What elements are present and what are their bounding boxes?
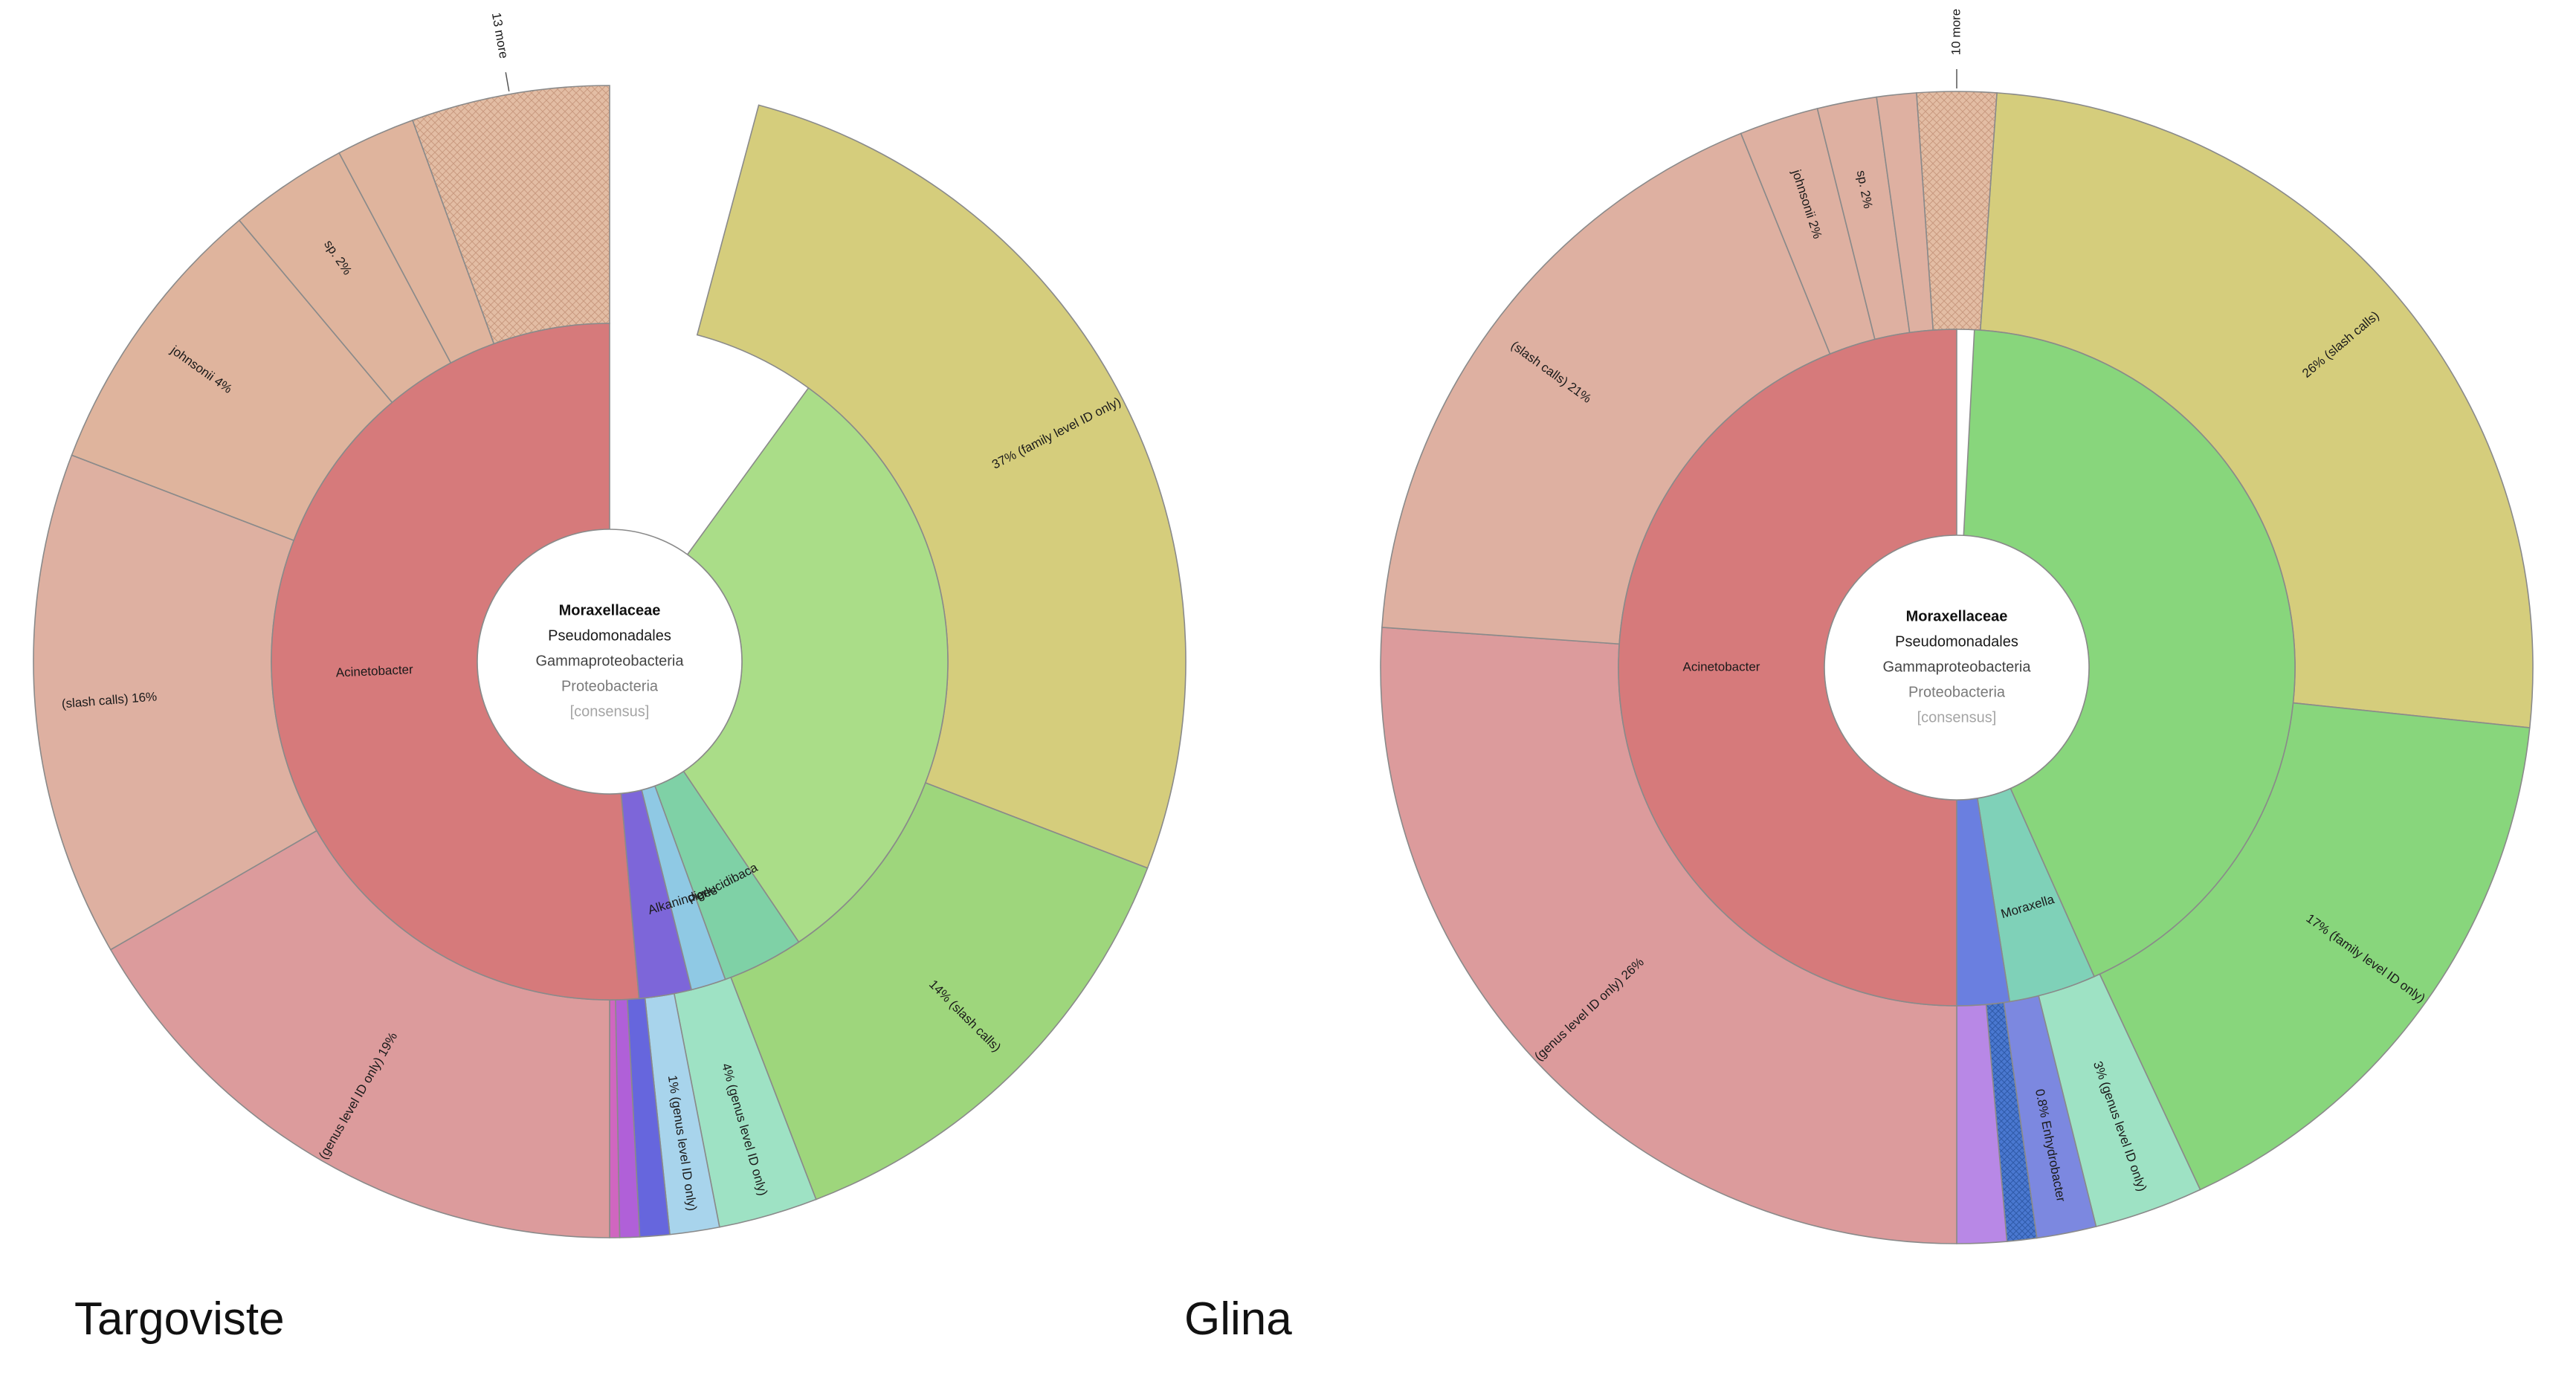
site-title: Glina <box>1184 1293 1292 1345</box>
center-circle[interactable] <box>477 529 743 795</box>
center-rank-1: Pseudomonadales <box>548 627 671 644</box>
center-title: Moraxellaceae <box>559 602 661 618</box>
more-label: 13 more <box>489 11 511 59</box>
center-rank-3: Proteobacteria <box>1908 684 2006 700</box>
center-rank-4: [consensus] <box>1917 709 1997 726</box>
center-rank-2: Gammaproteobacteria <box>1883 659 2032 675</box>
sunburst-targoviste: 37% (family level ID only)14% (slash cal… <box>33 11 1187 1345</box>
site-title: Targoviste <box>74 1293 285 1345</box>
center-title: Moraxellaceae <box>1906 608 2008 624</box>
center-rank-1: Pseudomonadales <box>1895 633 2018 650</box>
inner-label-acinetobacter: Acinetobacter <box>1683 659 1760 673</box>
center-rank-2: Gammaproteobacteria <box>536 653 685 669</box>
center-rank-3: Proteobacteria <box>561 678 659 694</box>
more-leader-line <box>505 72 510 91</box>
more-label: 10 more <box>1949 9 1963 55</box>
center-rank-4: [consensus] <box>570 703 650 720</box>
center-circle[interactable] <box>1824 534 2090 801</box>
sunburst-glina: 26% (slash calls)17% (family level ID on… <box>1184 9 2534 1345</box>
inner-label-acinetobacter: Acinetobacter <box>335 662 413 680</box>
